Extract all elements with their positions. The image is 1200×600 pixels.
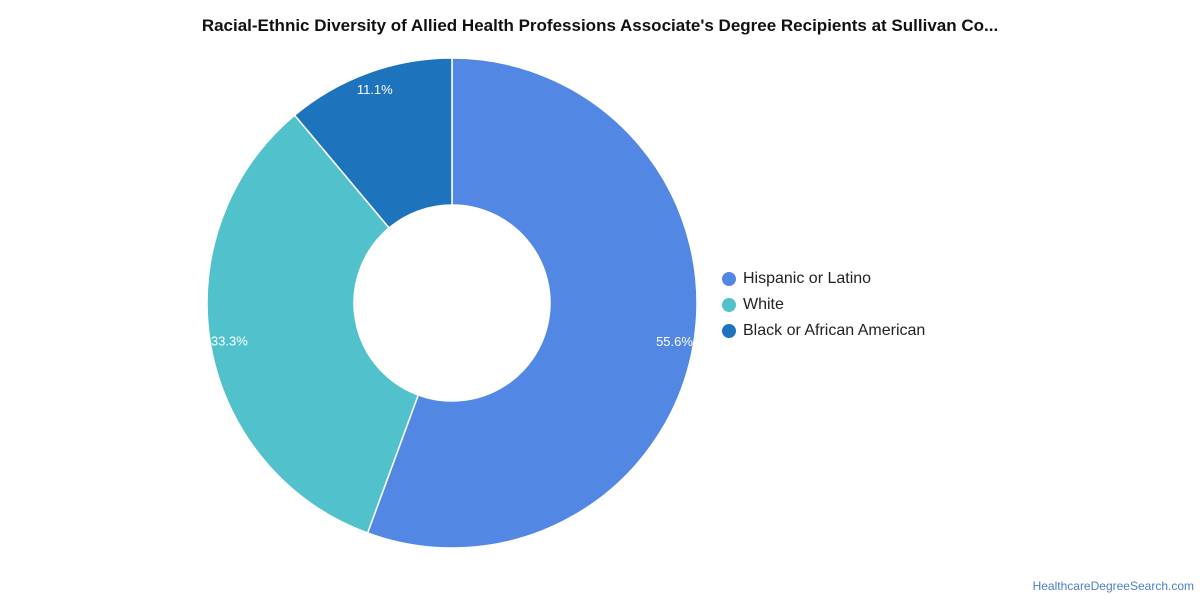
legend-item-black[interactable]: Black or African American	[722, 318, 925, 344]
legend-label-hispanic: Hispanic or Latino	[743, 270, 872, 287]
legend-swatch-black	[722, 324, 736, 338]
legend-item-hispanic[interactable]: Hispanic or Latino	[722, 266, 925, 292]
legend-swatch-hispanic	[722, 272, 736, 286]
legend-swatch-white	[722, 298, 736, 312]
slice-label-white: 33.3%	[211, 333, 248, 348]
slice-label-hispanic: 55.6%	[656, 334, 693, 349]
legend-label-white: White	[743, 296, 784, 313]
slice-white[interactable]	[206, 114, 420, 534]
legend-item-white[interactable]: White	[722, 292, 925, 318]
chart-legend: Hispanic or Latino White Black or Africa…	[722, 266, 925, 344]
chart-title: Racial-Ethnic Diversity of Allied Health…	[201, 16, 999, 35]
slice-black[interactable]	[293, 57, 453, 229]
legend-label-black: Black or African American	[743, 322, 926, 339]
slice-hispanic[interactable]	[366, 57, 698, 549]
slice-label-black: 11.1%	[357, 82, 393, 97]
source-link[interactable]: HealthcareDegreeSearch.com	[1032, 579, 1194, 593]
